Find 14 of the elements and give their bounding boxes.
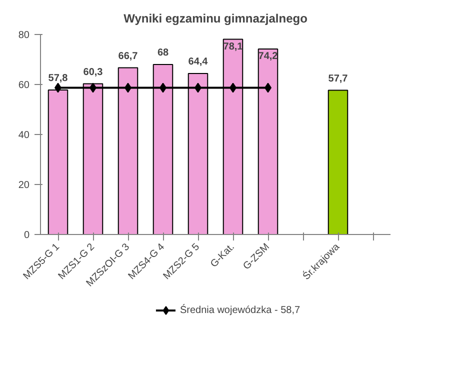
data-label: 68 — [157, 48, 169, 58]
y-tick-label: 20 — [18, 180, 30, 191]
data-label: 60,3 — [83, 66, 104, 78]
y-tick-label: 60 — [18, 80, 30, 91]
y-tick-label: 0 — [24, 230, 30, 241]
data-label: 66,7 — [118, 50, 138, 62]
legend-label: Średnia wojewódzka - 58,7 — [180, 304, 300, 316]
chart-title: Wyniki egzaminu gimnazjalnego — [124, 12, 308, 26]
data-label: 57,7 — [328, 73, 348, 84]
y-tick-label: 80 — [18, 30, 30, 41]
data-label: 64,4 — [188, 56, 208, 68]
bar — [328, 90, 348, 234]
data-label: 57,8 — [48, 73, 68, 84]
y-tick-label: 40 — [18, 130, 30, 141]
